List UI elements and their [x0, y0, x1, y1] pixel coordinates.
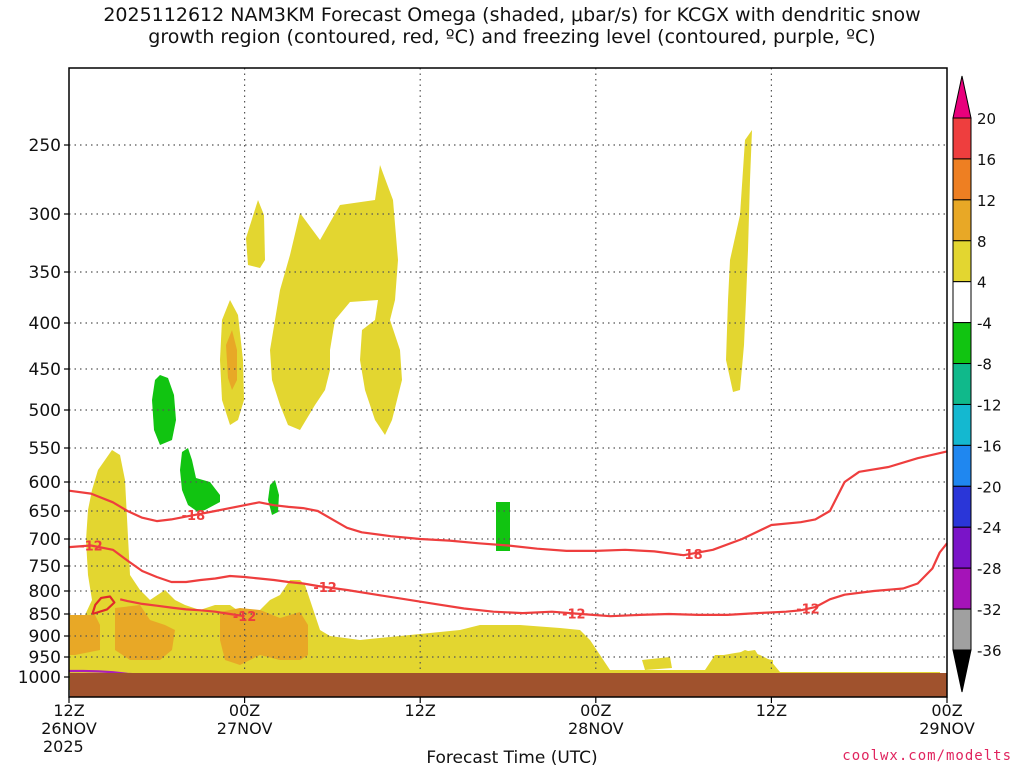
x-tick-label: 27NOV [217, 719, 273, 738]
terrain-ground [70, 673, 947, 697]
contour-label: -12 [313, 581, 337, 596]
omega-region [268, 480, 279, 515]
y-tick-label: 250 [29, 136, 61, 156]
colorbar: 20 16 12 8 4 -4 -8 -12 -16 -20 -24 -28 -32 -36 [952, 75, 1002, 693]
y-tick-label: 650 [29, 502, 61, 522]
contour-label: -18 [182, 509, 206, 524]
y-tick-label: 300 [29, 205, 61, 225]
y-tick-label: 600 [29, 473, 61, 493]
omega-region [226, 330, 237, 390]
omega-region [718, 650, 773, 667]
colorbar-cell [952, 117, 972, 160]
contour-label: -12 [562, 607, 586, 622]
contour-label: -12 [79, 539, 103, 554]
omega-region [726, 130, 752, 392]
colorbar-label: 12 [977, 192, 996, 210]
chart-title-line2: growth region (contoured, red, ºC) and f… [148, 26, 876, 48]
y-tick-label: 850 [29, 605, 61, 625]
colorbar-label: 16 [977, 151, 996, 169]
colorbar-label: -12 [977, 396, 1002, 414]
colorbar-label: -24 [977, 519, 1002, 537]
omega-region [270, 165, 402, 435]
colorbar-label: -20 [977, 478, 1002, 496]
credit-text: coolwx.com/modelts [842, 748, 1012, 764]
colorbar-cell [952, 444, 972, 487]
y-tick-label: 900 [29, 627, 61, 647]
colorbar-label: 4 [977, 274, 987, 292]
y-tick-label: 400 [29, 314, 61, 334]
colorbar-cell [952, 322, 972, 365]
omega-region [496, 502, 510, 551]
y-tick-label: 1000 [18, 668, 61, 688]
colorbar-cell [952, 158, 972, 201]
x-axis-title: Forecast Time (UTC) [426, 748, 598, 768]
colorbar-cell [952, 403, 972, 446]
colorbar-cell [952, 485, 972, 528]
omega-region [69, 615, 100, 655]
omega-region [246, 200, 265, 268]
contour-label: -12 [233, 610, 257, 625]
colorbar-label: -28 [977, 560, 1002, 578]
chart-title-line1: 2025112612 NAM3KM Forecast Omega (shaded… [103, 4, 921, 26]
omega-region [180, 448, 220, 512]
colorbar-cell [952, 567, 972, 610]
omega-region [220, 608, 308, 665]
colorbar-label: -16 [977, 437, 1002, 455]
colorbar-label: -8 [977, 356, 992, 374]
colorbar-label: -36 [977, 642, 1002, 660]
x-tick-label: 00Z [229, 701, 260, 720]
x-tick-label: 00Z [580, 701, 611, 720]
contour-line [68, 450, 948, 557]
colorbar-cell [952, 240, 972, 283]
contour-label: -18 [679, 548, 703, 563]
colorbar-cell [952, 608, 972, 651]
contour-label: -12 [796, 603, 820, 618]
y-tick-label: 500 [29, 401, 61, 421]
x-tick-label: 2025 [43, 737, 84, 756]
omega-region [115, 605, 175, 660]
x-tick-label: 12Z [53, 701, 84, 720]
omega-region [642, 657, 672, 670]
x-tick-label: 12Z [405, 701, 436, 720]
contour-line [91, 595, 116, 616]
y-tick-label: 350 [29, 263, 61, 283]
colorbar-cell [952, 526, 972, 569]
y-tick-label: 550 [29, 439, 61, 459]
colorbar-label: -4 [977, 315, 992, 333]
x-tick-label: 26NOV [41, 719, 97, 738]
y-tick-label: 450 [29, 360, 61, 380]
x-tick-label: 12Z [756, 701, 787, 720]
colorbar-label: 8 [977, 233, 987, 251]
colorbar-cell [952, 199, 972, 242]
omega-shading [69, 130, 940, 690]
colorbar-cap-top [952, 75, 972, 119]
x-tick-label: 28NOV [568, 719, 624, 738]
contour-line [68, 542, 948, 618]
plot-frame [68, 67, 948, 698]
x-tick-label: 29NOV [919, 719, 975, 738]
contour-line [119, 598, 245, 618]
colorbar-cell [952, 363, 972, 405]
y-tick-label: 700 [29, 530, 61, 550]
y-tick-label: 750 [29, 557, 61, 577]
x-tick-label: 00Z [931, 701, 962, 720]
y-tick-label: 950 [29, 648, 61, 668]
colorbar-cap-bottom [952, 649, 972, 693]
colorbar-cell [952, 281, 972, 324]
colorbar-label: 20 [977, 110, 996, 128]
y-tick-label: 800 [29, 582, 61, 602]
colorbar-label: -32 [977, 601, 1002, 619]
y-axis-ticks: 2503003504004505005506006507007508008509… [18, 136, 69, 688]
